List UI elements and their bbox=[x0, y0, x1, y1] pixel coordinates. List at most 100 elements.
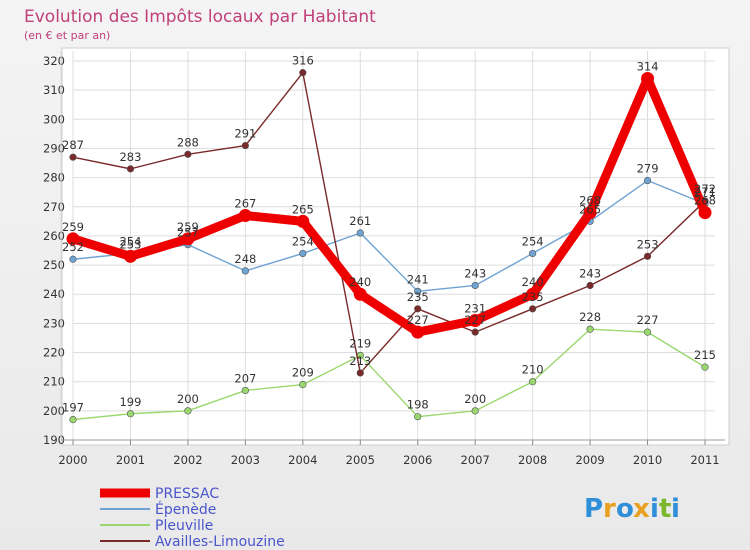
data-label: 268 bbox=[694, 194, 716, 208]
data-label: 248 bbox=[234, 252, 256, 266]
logo-letter: P bbox=[584, 494, 603, 524]
logo-letter: i bbox=[671, 494, 680, 524]
x-tick-label: 2000 bbox=[58, 453, 87, 467]
data-point bbox=[471, 328, 479, 336]
data-label: 213 bbox=[349, 354, 371, 368]
data-point bbox=[69, 415, 77, 424]
data-point bbox=[69, 153, 77, 161]
data-point bbox=[184, 150, 192, 158]
data-point bbox=[414, 287, 422, 295]
data-label: 200 bbox=[177, 392, 199, 406]
data-label: 243 bbox=[579, 266, 601, 280]
data-label: 316 bbox=[292, 54, 314, 68]
series-line-3 bbox=[72, 71, 706, 374]
data-point bbox=[356, 369, 364, 377]
data-label: 265 bbox=[579, 202, 601, 216]
data-point bbox=[526, 287, 540, 301]
data-label: 271 bbox=[694, 185, 716, 199]
data-label: 288 bbox=[177, 135, 199, 149]
y-tick-label: 230 bbox=[43, 316, 65, 330]
x-tick-label: 2006 bbox=[403, 453, 432, 467]
data-label: 198 bbox=[407, 398, 429, 412]
data-label: 197 bbox=[62, 401, 84, 415]
data-point bbox=[586, 325, 594, 333]
logo-letter: o bbox=[616, 494, 634, 524]
data-point bbox=[701, 363, 709, 371]
y-tick-label: 200 bbox=[43, 404, 65, 418]
legend-label: Availles-Limouzine bbox=[155, 534, 285, 550]
data-point bbox=[643, 252, 652, 260]
y-tick-label: 190 bbox=[43, 433, 65, 447]
data-point bbox=[529, 378, 537, 386]
x-tick-label: 2005 bbox=[346, 453, 375, 467]
logo-letter: t bbox=[659, 494, 671, 524]
data-point bbox=[414, 413, 422, 421]
data-label: 287 bbox=[62, 138, 84, 152]
data-point bbox=[529, 249, 537, 258]
series-line-0 bbox=[68, 73, 710, 337]
data-point bbox=[296, 214, 310, 228]
legend-label: Épenède bbox=[155, 501, 216, 518]
data-label: 253 bbox=[637, 237, 659, 251]
logo-letter: i bbox=[650, 494, 659, 524]
legend: PRESSACÉpenèdePleuvilleAvailles-Limouzin… bbox=[100, 486, 285, 550]
x-tick-label: 2007 bbox=[461, 453, 490, 467]
data-label: 243 bbox=[464, 266, 486, 280]
data-label: 261 bbox=[349, 214, 371, 228]
data-label: 227 bbox=[464, 313, 486, 327]
y-tick-label: 270 bbox=[43, 200, 65, 214]
data-point bbox=[69, 255, 77, 263]
data-point bbox=[299, 69, 307, 77]
data-point bbox=[353, 287, 367, 301]
data-point bbox=[586, 281, 594, 290]
data-point bbox=[241, 267, 249, 275]
data-point bbox=[643, 176, 652, 185]
data-point bbox=[184, 407, 192, 415]
data-label: 227 bbox=[407, 313, 429, 327]
data-label: 235 bbox=[522, 290, 544, 304]
data-point bbox=[299, 249, 307, 258]
data-label: 240 bbox=[349, 275, 371, 289]
data-point bbox=[299, 381, 307, 389]
data-point bbox=[66, 232, 80, 246]
data-label: 215 bbox=[694, 348, 716, 362]
legend-label: PRESSAC bbox=[155, 486, 219, 502]
series-layer bbox=[66, 69, 712, 424]
x-tick-label: 2003 bbox=[231, 453, 260, 467]
data-label: 241 bbox=[407, 272, 429, 286]
data-label: 227 bbox=[637, 313, 659, 327]
data-point bbox=[126, 410, 135, 418]
y-tick-label: 320 bbox=[43, 54, 65, 68]
data-label: 259 bbox=[177, 220, 199, 234]
data-label: 199 bbox=[119, 395, 141, 409]
data-label: 210 bbox=[522, 363, 544, 377]
x-tick-label: 2001 bbox=[116, 453, 145, 467]
data-label: 200 bbox=[464, 392, 486, 406]
data-point bbox=[468, 313, 482, 327]
data-label: 231 bbox=[464, 301, 486, 315]
y-tick-label: 290 bbox=[43, 141, 65, 155]
data-point bbox=[238, 209, 252, 223]
data-point bbox=[356, 229, 364, 237]
x-tick-label: 2009 bbox=[575, 453, 604, 467]
x-tick-label: 2002 bbox=[173, 453, 202, 467]
data-label: 253 bbox=[119, 237, 141, 251]
x-tick-label: 2004 bbox=[288, 453, 317, 467]
data-label: 265 bbox=[292, 202, 314, 216]
data-label: 207 bbox=[234, 371, 256, 385]
data-point bbox=[411, 325, 425, 339]
data-label: 254 bbox=[522, 234, 544, 248]
data-label: 259 bbox=[62, 220, 84, 234]
data-label: 268 bbox=[579, 194, 601, 208]
y-tick-label: 300 bbox=[43, 112, 65, 126]
y-tick-label: 240 bbox=[43, 287, 65, 301]
data-point bbox=[241, 141, 249, 150]
data-point bbox=[529, 305, 537, 313]
data-point bbox=[414, 305, 422, 313]
data-label: 279 bbox=[637, 162, 659, 176]
data-point bbox=[123, 249, 137, 263]
logo-letter: r bbox=[603, 494, 616, 524]
x-tick-label: 2011 bbox=[690, 453, 719, 467]
